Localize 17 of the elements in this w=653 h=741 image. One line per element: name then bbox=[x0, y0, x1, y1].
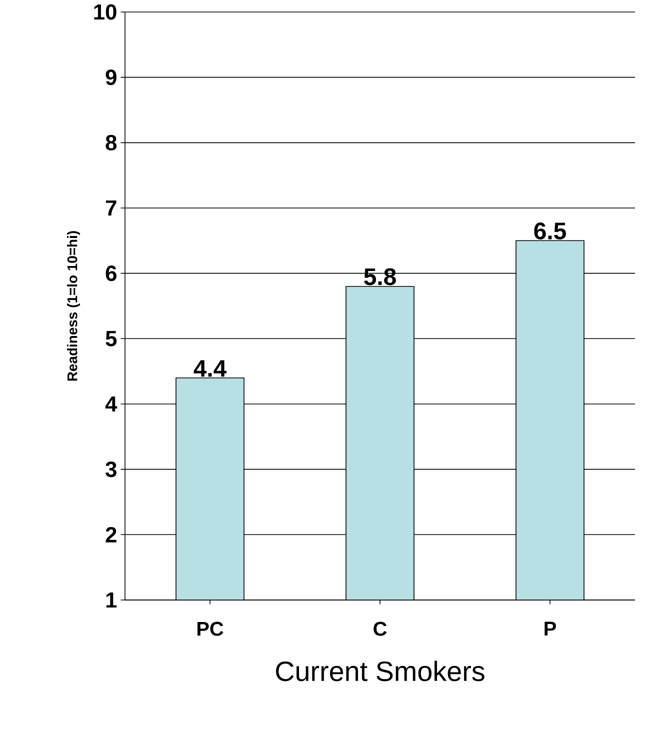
y-tick-label: 9 bbox=[106, 70, 116, 86]
x-tick-label: PC bbox=[197, 622, 224, 636]
y-tick-label: 3 bbox=[106, 462, 116, 478]
x-tick-label: P bbox=[544, 622, 556, 636]
data-label: 6.5 bbox=[534, 222, 566, 240]
y-tick-label: 2 bbox=[106, 527, 116, 542]
y-tick-label: 10 bbox=[94, 4, 116, 20]
y-tick-label: 4 bbox=[105, 396, 118, 412]
x-axis-title: Current Smokers bbox=[276, 660, 484, 682]
y-tick-label: 7 bbox=[106, 200, 116, 216]
y-tick-label: 6 bbox=[106, 266, 116, 282]
data-label: 4.4 bbox=[194, 360, 226, 377]
x-tick-label: C bbox=[374, 622, 387, 636]
y-tick-label: 8 bbox=[106, 134, 117, 150]
y-tick-label: 5 bbox=[106, 331, 117, 346]
y-axis-title: Readiness (1=lo 10=hi) bbox=[67, 231, 80, 381]
y-tick-label: 1 bbox=[106, 592, 117, 608]
